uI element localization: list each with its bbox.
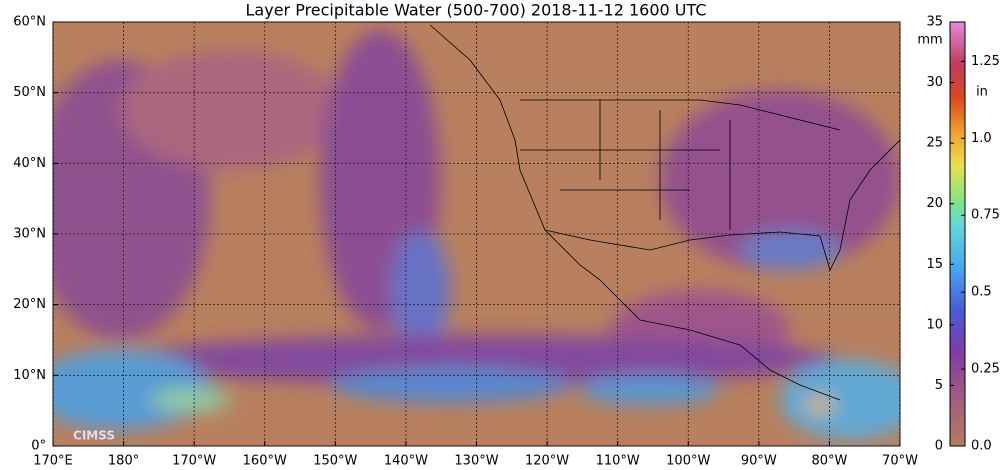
mm-unit: mm xyxy=(917,33,942,48)
y-tick-label: 60°N xyxy=(13,15,46,30)
mm-tick-label: 35 xyxy=(926,15,943,30)
in-tick-label: 1.25 xyxy=(971,54,1000,69)
in-tick-label: 0.5 xyxy=(971,285,992,300)
mm-tick-label: 25 xyxy=(926,136,943,151)
mm-tick-label: 5 xyxy=(935,378,943,393)
mm-tick-label: 30 xyxy=(926,75,943,90)
x-tick-label: 180° xyxy=(108,454,139,469)
x-tick-label: 170°E xyxy=(33,454,73,469)
x-tick-label: 170°W xyxy=(172,454,216,469)
in-tick-label: 0.0 xyxy=(971,439,992,454)
y-tick-label: 10°N xyxy=(13,368,46,383)
in-tick-label: 0.25 xyxy=(971,362,1000,377)
x-tick-label: 90°W xyxy=(741,454,777,469)
x-tick-label: 110°W xyxy=(596,454,640,469)
y-tick-label: 0° xyxy=(31,439,46,454)
mm-tick-label: 10 xyxy=(926,317,943,332)
x-tick-label: 100°W xyxy=(666,454,710,469)
mm-tick-label: 20 xyxy=(926,196,943,211)
in-tick-label: 0.75 xyxy=(971,208,1000,223)
x-tick-label: 160°W xyxy=(243,454,287,469)
x-tick-label: 140°W xyxy=(384,454,428,469)
y-tick-label: 30°N xyxy=(13,227,46,242)
x-tick-label: 80°W xyxy=(811,454,847,469)
y-tick-label: 50°N xyxy=(13,85,46,100)
in-unit: in xyxy=(976,85,988,100)
x-tick-label: 150°W xyxy=(313,454,357,469)
mm-tick-label: 0 xyxy=(935,439,943,454)
x-tick-label: 130°W xyxy=(454,454,498,469)
in-tick-label: 1.0 xyxy=(971,131,992,146)
y-tick-label: 20°N xyxy=(13,297,46,312)
y-tick-label: 40°N xyxy=(13,156,46,171)
mm-tick-label: 15 xyxy=(926,257,943,272)
x-tick-label: 120°W xyxy=(525,454,569,469)
logo: CIMSS xyxy=(73,429,115,443)
x-tick-label: 70°W xyxy=(882,454,918,469)
title: Layer Precipitable Water (500-700) 2018-… xyxy=(246,1,707,20)
colorbar xyxy=(949,21,966,447)
